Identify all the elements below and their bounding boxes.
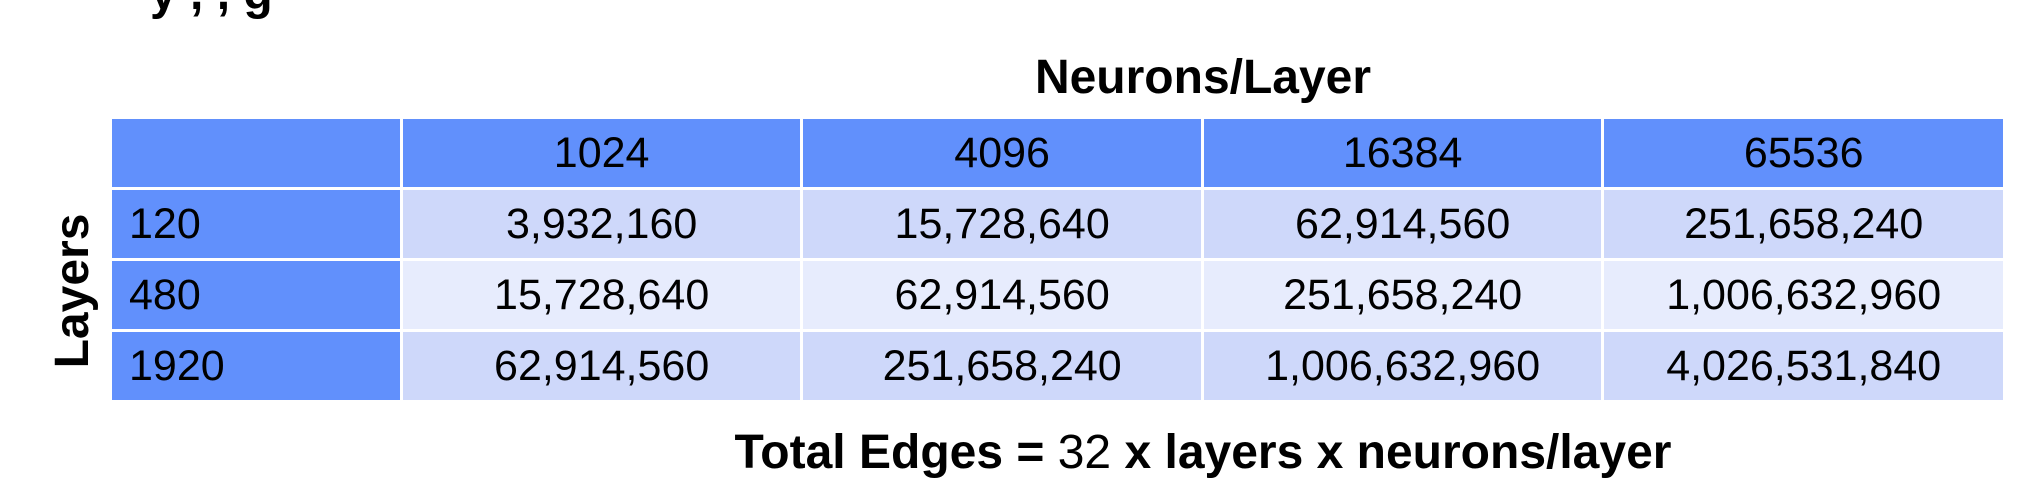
table-cell: 1,006,632,960 [1200, 329, 1605, 403]
table-cell: 4,026,531,840 [1601, 329, 2006, 403]
table-row: 480 15,728,640 62,914,560 251,658,240 1,… [109, 258, 2006, 332]
column-header: 1024 [399, 116, 804, 190]
header-row: 1024 4096 16384 65536 [109, 116, 2006, 190]
corner-cell [109, 116, 403, 190]
total-edges-formula: Total Edges = 32 x layers x neurons/laye… [403, 423, 2003, 483]
table-cell: 251,658,240 [1200, 258, 1605, 332]
table-cell: 251,658,240 [1601, 187, 2006, 261]
formula-prefix: Total Edges = [734, 426, 1058, 479]
formula-suffix: x layers x neurons/layer [1111, 426, 1672, 479]
column-header: 16384 [1200, 116, 1605, 190]
table-cell: 15,728,640 [399, 258, 804, 332]
table-cell: 1,006,632,960 [1601, 258, 2006, 332]
column-axis-title: Neurons/Layer [1034, 51, 1372, 104]
table-row: 120 3,932,160 15,728,640 62,914,560 251,… [109, 187, 2006, 261]
column-header: 4096 [800, 116, 1204, 190]
row-header: 480 [109, 258, 403, 332]
table-cell: 251,658,240 [800, 329, 1204, 403]
table-cell: 3,932,160 [399, 187, 804, 261]
formula-number: 32 [1057, 426, 1112, 479]
column-header: 65536 [1601, 116, 2006, 190]
cut-off-heading-fragment: y , , g [150, 0, 273, 21]
table-cell: 62,914,560 [1200, 187, 1605, 261]
table-cell: 62,914,560 [800, 258, 1204, 332]
table-cell: 15,728,640 [800, 187, 1204, 261]
table-row: 1920 62,914,560 251,658,240 1,006,632,96… [109, 329, 2006, 403]
row-axis-title: Layers [46, 213, 99, 369]
row-header: 1920 [109, 329, 403, 403]
edges-table: 1024 4096 16384 65536 120 3,932,160 15,7… [109, 116, 2006, 403]
row-header: 120 [109, 187, 403, 261]
table-cell: 62,914,560 [399, 329, 804, 403]
